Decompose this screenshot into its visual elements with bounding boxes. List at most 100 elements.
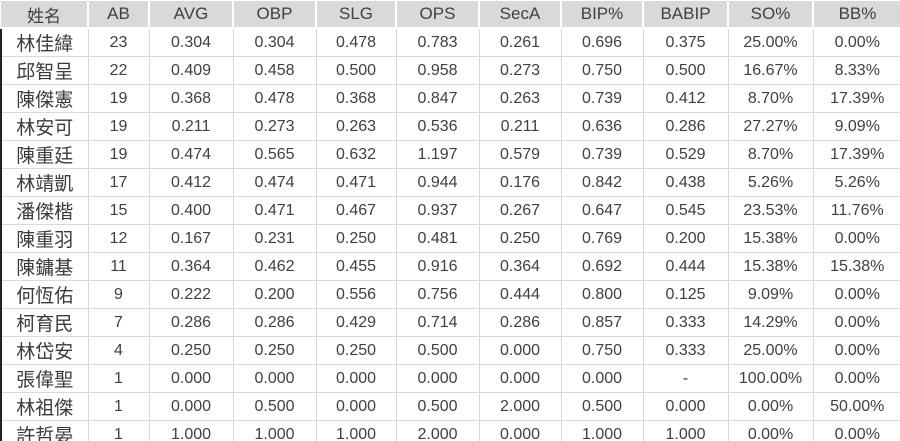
stat-cell[interactable]: 0.500 [316,56,397,85]
stat-cell[interactable]: 0.375 [643,28,729,57]
stat-cell[interactable]: 0.565 [233,140,317,169]
stat-cell[interactable]: 0.500 [233,392,317,421]
player-name-cell[interactable]: 陳傑憲 [0,84,89,113]
stat-cell[interactable]: 0.536 [396,112,480,141]
stat-cell[interactable]: 8.33% [813,56,900,85]
stat-cell[interactable]: 0.333 [643,336,729,365]
column-header-ops[interactable]: OPS [396,0,480,29]
stat-cell[interactable]: 0.750 [561,336,644,365]
stat-cell[interactable]: 0.529 [643,140,729,169]
column-header-avg[interactable]: AVG [149,0,234,29]
player-name-cell[interactable]: 陳鏞基 [0,252,89,281]
stat-cell[interactable]: 7 [88,308,150,337]
stat-cell[interactable]: 0.409 [149,56,234,85]
stat-cell[interactable]: 9.09% [813,112,900,141]
stat-cell[interactable]: 0.250 [149,336,234,365]
stat-cell[interactable]: 0.211 [479,112,562,141]
stat-cell[interactable]: 2.000 [479,392,562,421]
stat-cell[interactable]: 1.197 [396,140,480,169]
stat-cell[interactable]: 0.632 [316,140,397,169]
stat-cell[interactable]: 25.00% [728,28,814,57]
stat-cell[interactable]: 1 [88,364,150,393]
player-name-cell[interactable]: 林祖傑 [0,392,89,421]
stat-cell[interactable]: 14.29% [728,308,814,337]
column-header-ab[interactable]: AB [88,0,150,29]
stat-cell[interactable]: 0.00% [813,28,900,57]
stat-cell[interactable]: - [643,364,729,393]
player-name-cell[interactable]: 林靖凱 [0,168,89,197]
stat-cell[interactable]: 17 [88,168,150,197]
stat-cell[interactable]: 0.857 [561,308,644,337]
stat-cell[interactable]: 9 [88,280,150,309]
stat-cell[interactable]: 0.471 [233,196,317,225]
stat-cell[interactable]: 0.000 [479,420,562,441]
stat-cell[interactable]: 0.222 [149,280,234,309]
stat-cell[interactable]: 23 [88,28,150,57]
stat-cell[interactable]: 0.167 [149,224,234,253]
stat-cell[interactable]: 0.368 [316,84,397,113]
stat-cell[interactable]: 16.67% [728,56,814,85]
stat-cell[interactable]: 0.579 [479,140,562,169]
stat-cell[interactable]: 0.412 [643,84,729,113]
stat-cell[interactable]: 0.842 [561,168,644,197]
stat-cell[interactable]: 0.263 [316,112,397,141]
stat-cell[interactable]: 0.944 [396,168,480,197]
stat-cell[interactable]: 22 [88,56,150,85]
stat-cell[interactable]: 27.27% [728,112,814,141]
stat-cell[interactable]: 0.000 [479,364,562,393]
stat-cell[interactable]: 1 [88,392,150,421]
column-header-seca[interactable]: SecA [479,0,562,29]
stat-cell[interactable]: 0.00% [813,280,900,309]
stat-cell[interactable]: 0.800 [561,280,644,309]
stat-cell[interactable]: 0.333 [643,308,729,337]
player-name-cell[interactable]: 許哲晏 [0,420,89,441]
stat-cell[interactable]: 1.000 [233,420,317,441]
stat-cell[interactable]: 0.000 [233,364,317,393]
stat-cell[interactable]: 0.304 [233,28,317,57]
stat-cell[interactable]: 0.000 [149,364,234,393]
stat-cell[interactable]: 0.474 [149,140,234,169]
stat-cell[interactable]: 0.00% [813,336,900,365]
stat-cell[interactable]: 0.00% [728,392,814,421]
stat-cell[interactable]: 0.286 [479,308,562,337]
stat-cell[interactable]: 0.783 [396,28,480,57]
column-header-bip[interactable]: BIP% [561,0,644,29]
stat-cell[interactable]: 0.176 [479,168,562,197]
stat-cell[interactable]: 23.53% [728,196,814,225]
stat-cell[interactable]: 0.261 [479,28,562,57]
stat-cell[interactable]: 1.000 [149,420,234,441]
stat-cell[interactable]: 0.458 [233,56,317,85]
stat-cell[interactable]: 0.200 [233,280,317,309]
stat-cell[interactable]: 0.000 [643,392,729,421]
stat-cell[interactable]: 15 [88,196,150,225]
stat-cell[interactable]: 2.000 [396,420,480,441]
stat-cell[interactable]: 0.750 [561,56,644,85]
stat-cell[interactable]: 17.39% [813,84,900,113]
stat-cell[interactable]: 0.455 [316,252,397,281]
stat-cell[interactable]: 1.000 [316,420,397,441]
stat-cell[interactable]: 0.00% [813,308,900,337]
stat-cell[interactable]: 0.500 [396,336,480,365]
stat-cell[interactable]: 0.200 [643,224,729,253]
column-header-obp[interactable]: OBP [233,0,317,29]
player-name-cell[interactable]: 何恆佑 [0,280,89,309]
stat-cell[interactable]: 0.364 [479,252,562,281]
stat-cell[interactable]: 0.00% [813,364,900,393]
stat-cell[interactable]: 0.478 [233,84,317,113]
stat-cell[interactable]: 4 [88,336,150,365]
stat-cell[interactable]: 0.696 [561,28,644,57]
stat-cell[interactable]: 19 [88,112,150,141]
stat-cell[interactable]: 19 [88,140,150,169]
stat-cell[interactable]: 0.231 [233,224,317,253]
stat-cell[interactable]: 50.00% [813,392,900,421]
stat-cell[interactable]: 0.481 [396,224,480,253]
stat-cell[interactable]: 0.739 [561,140,644,169]
stat-cell[interactable]: 0.000 [316,364,397,393]
stat-cell[interactable]: 0.462 [233,252,317,281]
stat-cell[interactable]: 0.211 [149,112,234,141]
stat-cell[interactable]: 0.286 [643,112,729,141]
player-name-cell[interactable]: 邱智呈 [0,56,89,85]
column-header-姓名[interactable]: 姓名 [1,0,89,29]
stat-cell[interactable]: 0.368 [149,84,234,113]
stat-cell[interactable]: 25.00% [728,336,814,365]
